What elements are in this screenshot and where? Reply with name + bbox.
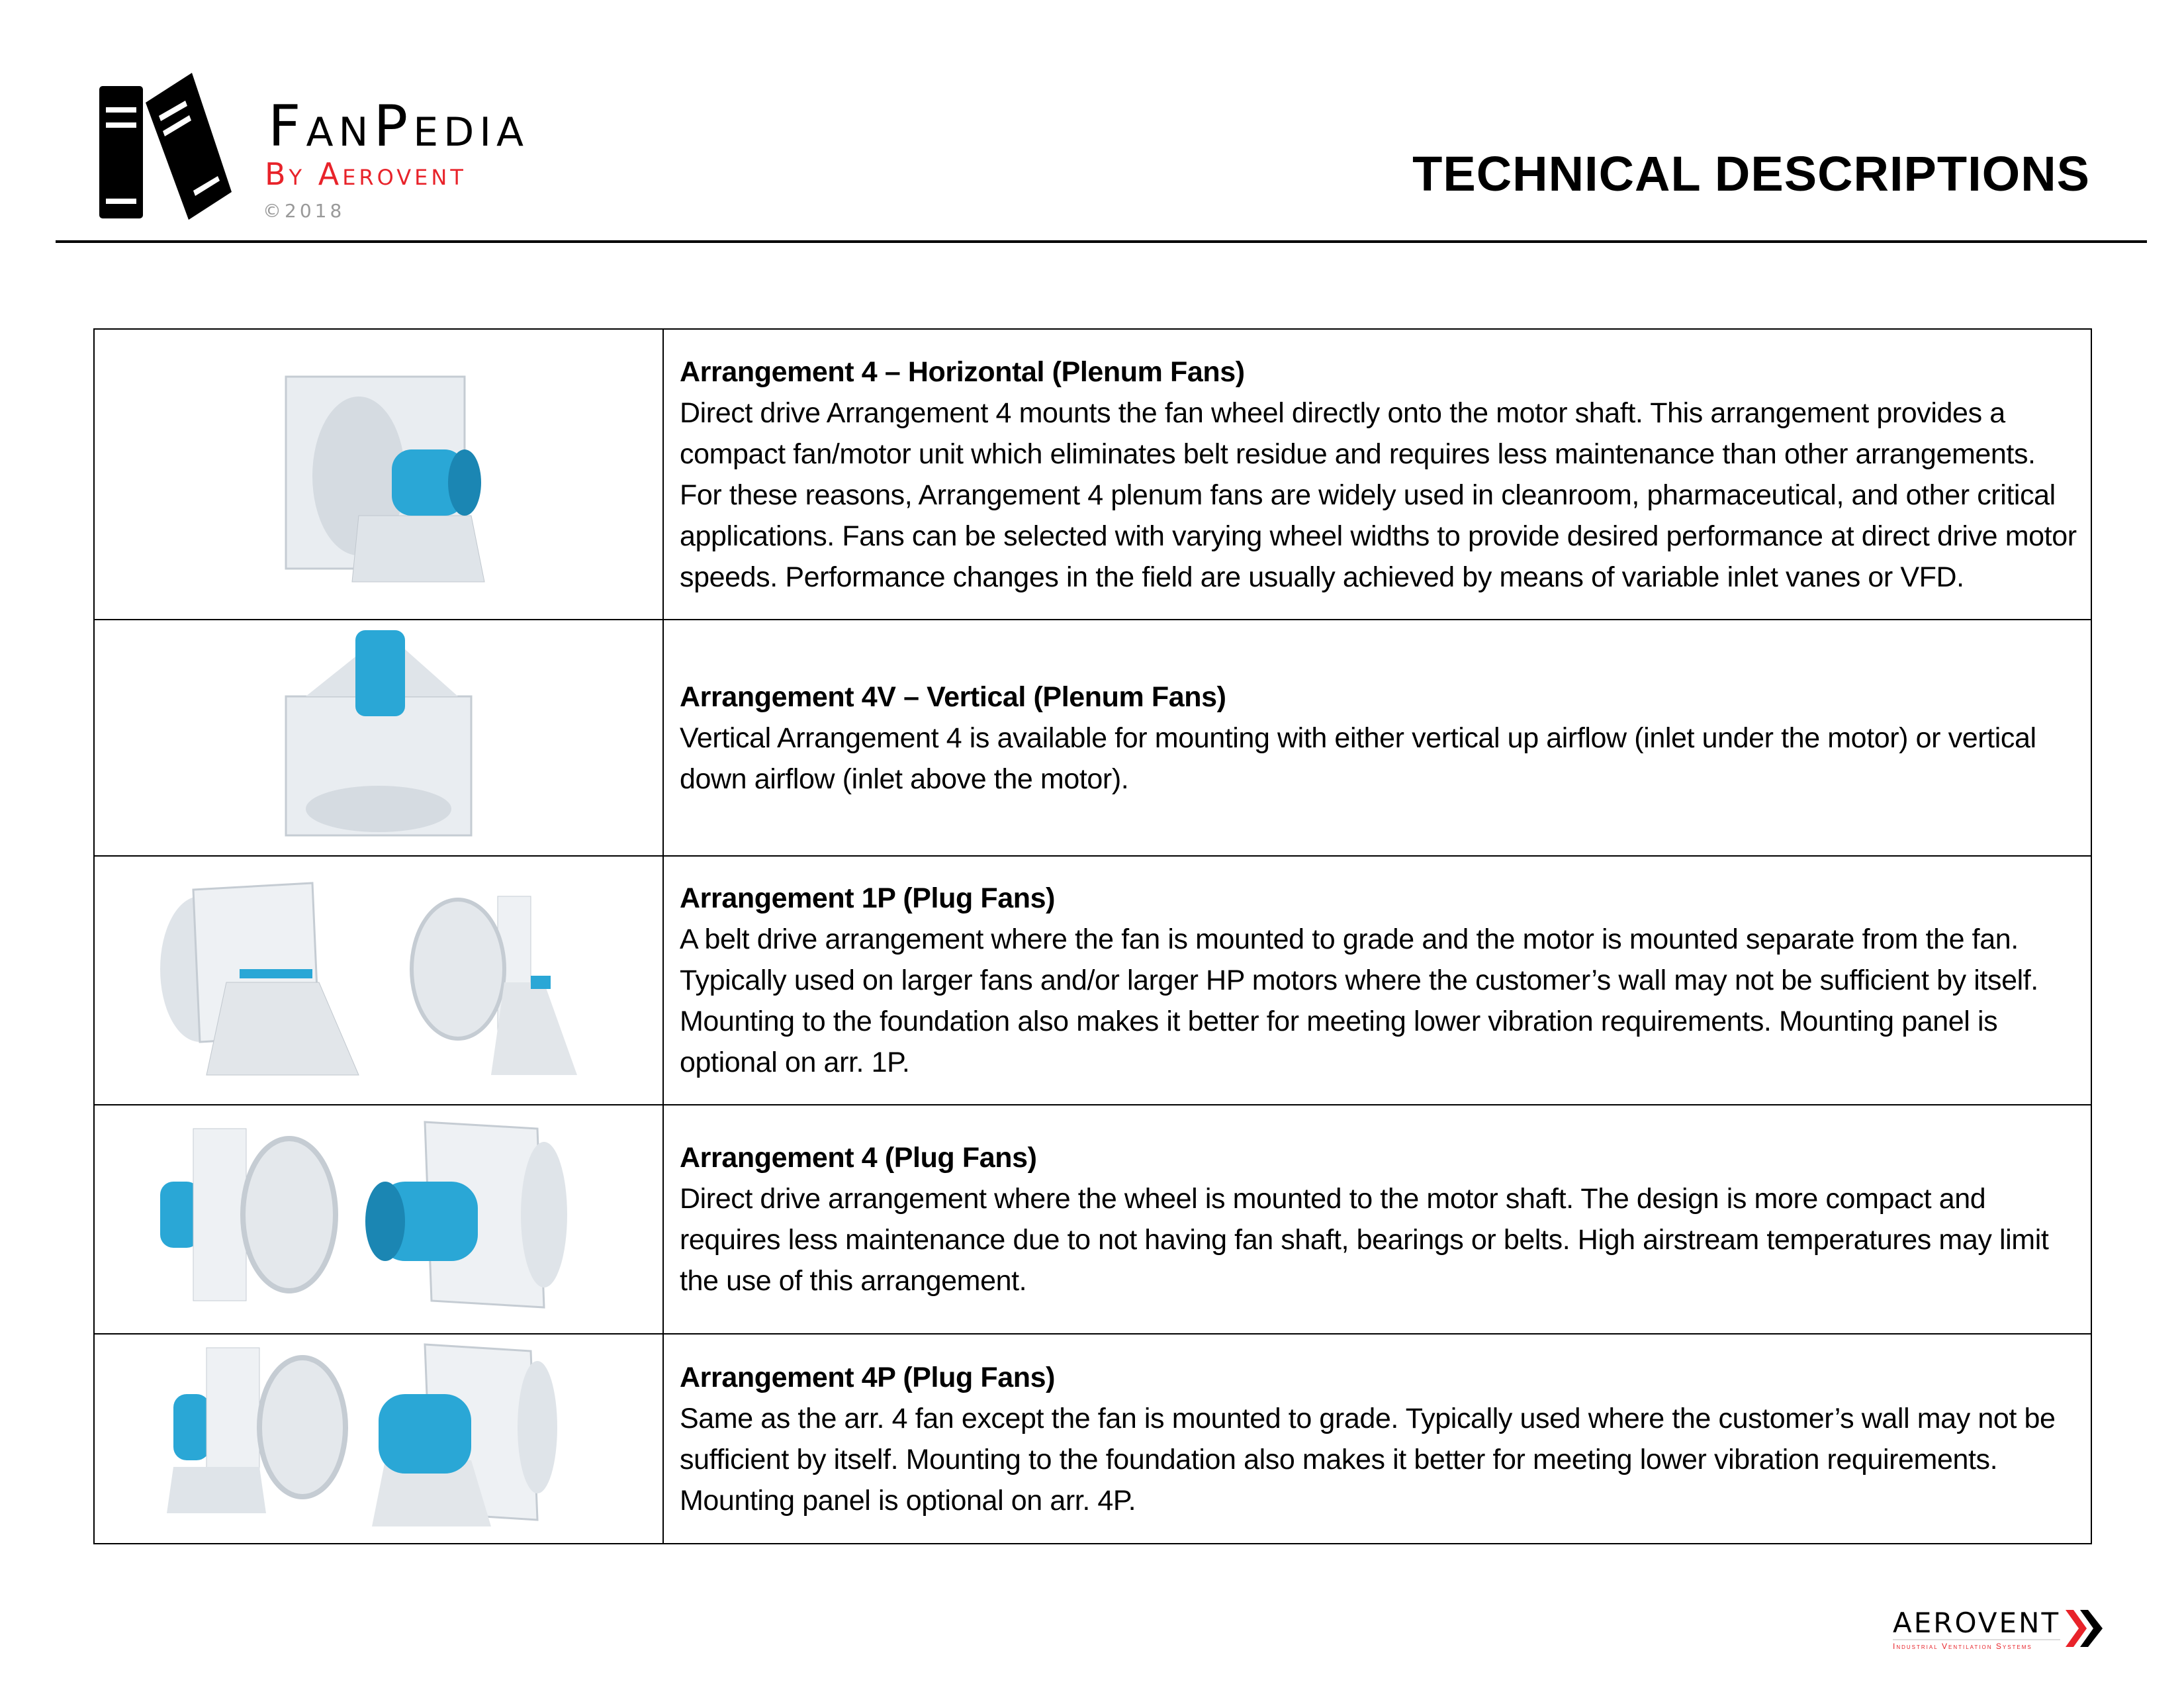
plenum-fan-horizontal-image [285, 375, 485, 583]
brand-name: FanPedia [268, 93, 529, 160]
table-row: Arrangement 4 – Horizontal (Plenum Fans)… [93, 328, 2092, 620]
row-title: Arrangement 1P (Plug Fans) [680, 882, 1056, 914]
row-text: Direct drive Arrangement 4 mounts the fa… [680, 397, 2077, 593]
copyright: ©2018 [263, 200, 345, 222]
row-description: Arrangement 4V – Vertical (Plenum Fans) V… [662, 619, 2092, 857]
row-title: Arrangement 4P (Plug Fans) [680, 1361, 1056, 1393]
row-title: Arrangement 4V – Vertical (Plenum Fans) [680, 680, 1226, 713]
row-title: Arrangement 4 – Horizontal (Plenum Fans) [680, 355, 1245, 388]
aerovent-logo: Aerovent Industrial Ventilation Systems [1893, 1609, 2105, 1651]
plug-fan-1p-image [160, 881, 577, 1075]
fan-image [93, 1333, 664, 1544]
arrangements-table: Arrangement 4 – Horizontal (Plenum Fans)… [93, 328, 2092, 1544]
table-row: Arrangement 1P (Plug Fans) A belt drive a… [93, 855, 2092, 1105]
fan-image [93, 619, 664, 857]
table-row: Arrangement 4 (Plug Fans) Direct drive ar… [93, 1104, 2092, 1335]
plug-fan-4p-image [167, 1343, 557, 1526]
brand-byline: By Aerovent [265, 156, 467, 192]
table-row: Arrangement 4V – Vertical (Plenum Fans) V… [93, 619, 2092, 857]
row-text: Vertical Arrangement 4 is available for … [680, 722, 2036, 795]
row-description: Arrangement 4P (Plug Fans) Same as the ar… [662, 1333, 2092, 1544]
plug-fan-4-image [160, 1120, 567, 1309]
footer-logo-tagline: Industrial Ventilation Systems [1893, 1642, 2032, 1651]
header-divider [56, 240, 2147, 243]
footer-logo-name: Aerovent [1893, 1607, 2061, 1639]
books-icon [99, 73, 232, 220]
fan-image [93, 855, 664, 1105]
table-row: Arrangement 4P (Plug Fans) Same as the ar… [93, 1333, 2092, 1544]
page-title: TECHNICAL DESCRIPTIONS [1412, 146, 2090, 201]
fan-image [93, 328, 664, 620]
row-text: Direct drive arrangement where the wheel… [680, 1183, 2049, 1297]
fan-image [93, 1104, 664, 1335]
row-title: Arrangement 4 (Plug Fans) [680, 1142, 1037, 1174]
row-description: Arrangement 4 – Horizontal (Plenum Fans)… [662, 328, 2092, 620]
row-text: A belt drive arrangement where the fan i… [680, 923, 2038, 1078]
row-description: Arrangement 1P (Plug Fans) A belt drive a… [662, 855, 2092, 1105]
chevrons-icon [2066, 1610, 2103, 1647]
row-description: Arrangement 4 (Plug Fans) Direct drive ar… [662, 1104, 2092, 1335]
plenum-fan-vertical-image [285, 630, 473, 837]
row-text: Same as the arr. 4 fan except the fan is… [680, 1402, 2056, 1517]
